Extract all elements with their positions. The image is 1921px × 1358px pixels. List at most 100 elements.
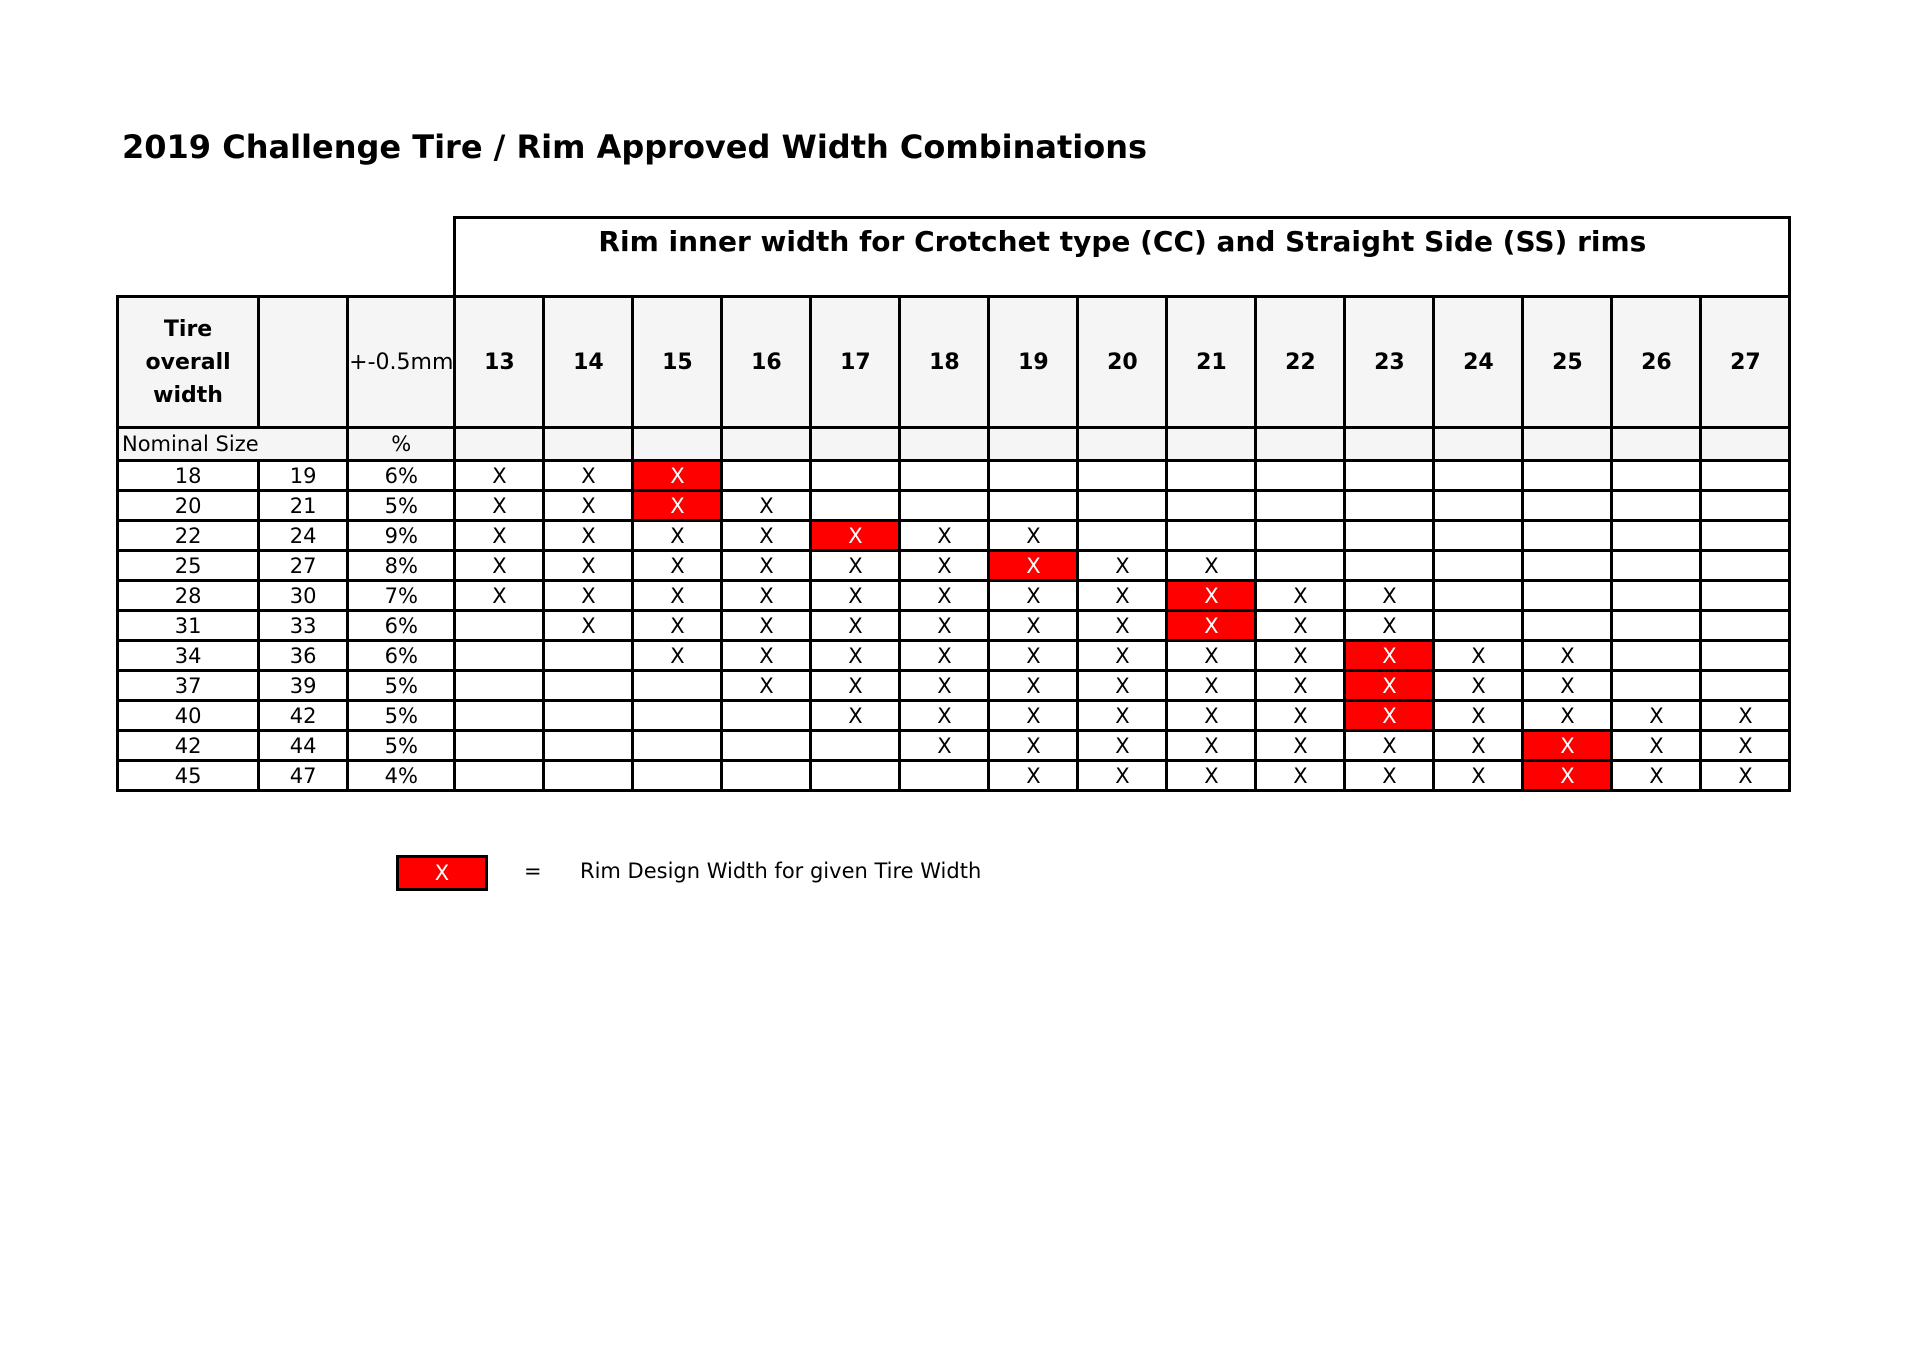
tolerance-percent-cell: 7% (346, 579, 457, 612)
nominal-row-blank-cell (1254, 426, 1347, 462)
rim-width-header-cell: 16 (720, 295, 813, 429)
compatibility-cell: X (1432, 729, 1525, 762)
rim-width-header-cell: 18 (898, 295, 991, 429)
tire-overall-width-header: Tire overall width (115, 295, 261, 429)
nominal-size-cell: 37 (115, 669, 261, 702)
compatibility-cell: X (1076, 609, 1169, 642)
compatibility-cell: X (1076, 729, 1169, 762)
table-row: 31 33 6% X X X X X X X X X X (115, 609, 1792, 642)
compatibility-cell: X (987, 729, 1080, 762)
compatibility-cell: X (1254, 669, 1347, 702)
compatibility-cell (898, 489, 991, 522)
compatibility-cell (1432, 609, 1525, 642)
compatibility-cell: X (1521, 669, 1614, 702)
table-row: 42 44 5% X X X X X X X X X X (115, 729, 1792, 762)
compatibility-cell: X (542, 459, 635, 492)
tolerance-percent-cell: 5% (346, 729, 457, 762)
compatibility-cell (542, 729, 635, 762)
tolerance-percent-cell: 9% (346, 519, 457, 552)
compatibility-cell: X (898, 579, 991, 612)
compatibility-cell: X (1254, 579, 1347, 612)
design-width-cell: X (1343, 669, 1436, 702)
compatibility-cell (542, 699, 635, 732)
compatibility-cell: X (1254, 609, 1347, 642)
compatibility-cell: X (809, 609, 902, 642)
nominal-size-cell: 45 (115, 759, 261, 792)
rim-width-header-cell: 27 (1699, 295, 1792, 429)
rim-width-header-cell: 17 (809, 295, 902, 429)
compatibility-cell (1254, 489, 1347, 522)
tolerance-percent-cell: 5% (346, 669, 457, 702)
compatibility-cell: X (1254, 699, 1347, 732)
compatibility-cell: X (987, 699, 1080, 732)
overall-width-cell: 47 (257, 759, 350, 792)
nominal-row-blank-cell (1343, 426, 1436, 462)
compatibility-cell: X (898, 519, 991, 552)
table-row: 25 27 8% X X X X X X X X X (115, 549, 1792, 582)
compatibility-cell: X (1699, 729, 1792, 762)
design-width-cell: X (631, 489, 724, 522)
compatibility-cell (1610, 459, 1703, 492)
compatibility-cell (1699, 609, 1792, 642)
compatibility-cell: X (1076, 549, 1169, 582)
design-width-cell: X (987, 549, 1080, 582)
overall-width-cell: 36 (257, 639, 350, 672)
compatibility-cell (631, 729, 724, 762)
design-width-cell: X (1343, 639, 1436, 672)
overall-width-cell: 42 (257, 699, 350, 732)
compatibility-table-wrapper: Rim inner width for Crotchet type (CC) a… (115, 216, 1792, 792)
compatibility-cell: X (1165, 639, 1258, 672)
compatibility-cell (1343, 549, 1436, 582)
compatibility-cell (1343, 489, 1436, 522)
nominal-size-cell: 28 (115, 579, 261, 612)
compatibility-cell: X (453, 579, 546, 612)
compatibility-cell: X (1699, 759, 1792, 792)
design-width-cell: X (1521, 729, 1614, 762)
table-row: 20 21 5% X X X X (115, 489, 1792, 522)
compatibility-cell: X (453, 489, 546, 522)
compatibility-cell (720, 699, 813, 732)
compatibility-cell (898, 759, 991, 792)
nominal-size-cell: 18 (115, 459, 261, 492)
rim-width-header-cell: 25 (1521, 295, 1614, 429)
compatibility-cell: X (1165, 699, 1258, 732)
compatibility-cell (1165, 459, 1258, 492)
compatibility-cell: X (898, 669, 991, 702)
nominal-size-cell: 22 (115, 519, 261, 552)
rim-title-row: Rim inner width for Crotchet type (CC) a… (118, 216, 1792, 298)
compatibility-cell (1343, 459, 1436, 492)
compatibility-cell: X (1521, 639, 1614, 672)
compatibility-cell: X (1076, 669, 1169, 702)
compatibility-cell: X (631, 519, 724, 552)
compatibility-cell (453, 729, 546, 762)
design-width-cell: X (1343, 699, 1436, 732)
compatibility-cell: X (1254, 729, 1347, 762)
compatibility-cell (1432, 489, 1525, 522)
compatibility-cell: X (1610, 729, 1703, 762)
compatibility-cell (1076, 459, 1169, 492)
tolerance-percent-cell: 8% (346, 549, 457, 582)
compatibility-cell (453, 639, 546, 672)
compatibility-cell: X (542, 609, 635, 642)
compatibility-cell (1076, 519, 1169, 552)
percent-label: % (346, 426, 457, 462)
compatibility-cell: X (453, 549, 546, 582)
nominal-size-cell: 25 (115, 549, 261, 582)
nominal-size-cell: 40 (115, 699, 261, 732)
nominal-size-cell: 42 (115, 729, 261, 762)
overall-width-cell: 24 (257, 519, 350, 552)
compatibility-cell (1521, 519, 1614, 552)
compatibility-cell: X (987, 759, 1080, 792)
tolerance-percent-cell: 4% (346, 759, 457, 792)
compatibility-cell: X (1254, 759, 1347, 792)
compatibility-cell: X (809, 699, 902, 732)
compatibility-cell: X (631, 609, 724, 642)
compatibility-cell: X (1254, 639, 1347, 672)
nominal-row-blank-cell (898, 426, 991, 462)
compatibility-cell: X (631, 549, 724, 582)
rim-width-header-cell: 26 (1610, 295, 1703, 429)
compatibility-cell: X (1432, 699, 1525, 732)
compatibility-cell (1521, 579, 1614, 612)
table-row: 18 19 6% X X X (115, 459, 1792, 492)
overall-width-cell: 39 (257, 669, 350, 702)
